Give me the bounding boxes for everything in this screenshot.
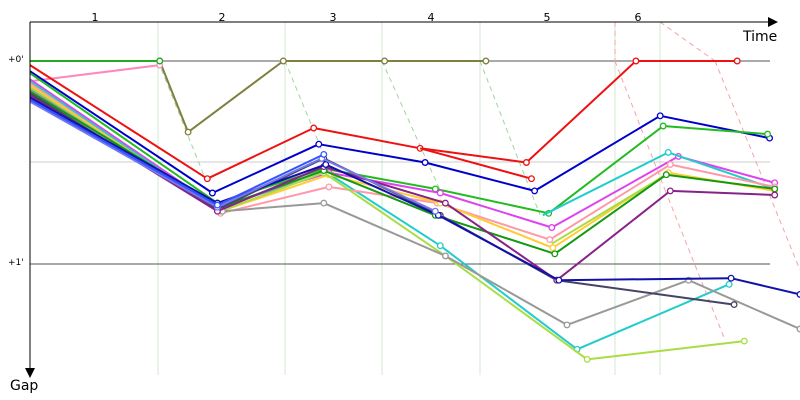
series-3-point-6[interactable] bbox=[733, 57, 741, 65]
series-5-point-4[interactable] bbox=[531, 187, 539, 195]
series-4-line bbox=[419, 147, 532, 180]
y-axis-title: Gap bbox=[10, 378, 38, 394]
series-4-point-1[interactable] bbox=[528, 175, 535, 183]
series-16-point-5[interactable] bbox=[730, 301, 738, 309]
series-5-point-2[interactable] bbox=[315, 140, 323, 148]
series-17-point-5[interactable] bbox=[666, 187, 674, 195]
series-6-point-5[interactable] bbox=[659, 122, 667, 130]
series-8 bbox=[29, 80, 733, 353]
lap-labels: 1 2 3 4 5 6 bbox=[92, 11, 642, 24]
series-0-point-2[interactable] bbox=[184, 128, 192, 136]
series-18-point-2[interactable] bbox=[322, 161, 330, 168]
lap-label-4: 4 bbox=[428, 11, 435, 24]
series-15-point-6[interactable] bbox=[771, 185, 779, 193]
series-11-line bbox=[29, 84, 775, 249]
pit-dash-red-3 bbox=[659, 21, 716, 62]
y-tick-0: +0' bbox=[8, 55, 24, 65]
series-20 bbox=[29, 98, 328, 209]
series-19-point-3[interactable] bbox=[431, 207, 439, 215]
lap-label-5: 5 bbox=[544, 11, 551, 24]
series-18-point-6[interactable] bbox=[796, 290, 800, 298]
series-18-point-4[interactable] bbox=[555, 276, 563, 284]
series-3 bbox=[29, 57, 741, 183]
series-7-line bbox=[29, 78, 775, 229]
series-17-point-6[interactable] bbox=[771, 191, 779, 199]
x-axis-title: Time bbox=[742, 29, 777, 45]
series-2-point-1[interactable] bbox=[156, 57, 164, 65]
x-axis-arrow bbox=[768, 17, 778, 27]
series-14-point-2[interactable] bbox=[320, 199, 328, 207]
series-12-line bbox=[29, 86, 745, 361]
series-15-point-5[interactable] bbox=[662, 171, 670, 179]
series-4 bbox=[419, 147, 535, 183]
series-3-point-4[interactable] bbox=[522, 159, 530, 166]
series-18-point-5[interactable] bbox=[727, 274, 735, 282]
series-0-point-5[interactable] bbox=[482, 57, 490, 65]
series-8-point-5[interactable] bbox=[725, 280, 733, 288]
series-20-point-2[interactable] bbox=[320, 150, 328, 158]
series-20-point-1[interactable] bbox=[213, 201, 221, 209]
series-10-point-2[interactable] bbox=[325, 183, 333, 191]
series-3-point-1[interactable] bbox=[203, 175, 211, 183]
series-5-point-1[interactable] bbox=[208, 189, 216, 197]
series-14-line bbox=[29, 88, 800, 330]
y-tick-labels: +0' +1' bbox=[8, 55, 24, 268]
series-12-point-5[interactable] bbox=[740, 337, 748, 345]
series-1-line bbox=[29, 64, 160, 83]
series-13 bbox=[551, 171, 670, 245]
lap-label-2: 2 bbox=[219, 11, 226, 24]
pit-dash-red-1 bbox=[614, 60, 666, 191]
series-10-point-5[interactable] bbox=[666, 161, 674, 168]
series-0-point-4[interactable] bbox=[381, 57, 389, 65]
lap-label-1: 1 bbox=[92, 11, 99, 24]
series-13-line bbox=[551, 173, 667, 245]
pit-dash-green-3 bbox=[479, 60, 541, 216]
lap-label-6: 6 bbox=[635, 11, 642, 24]
series-7-point-4[interactable] bbox=[548, 224, 556, 231]
series-2 bbox=[30, 57, 164, 65]
y-axis-arrow bbox=[25, 368, 35, 378]
pit-lines bbox=[157, 21, 800, 341]
series-9-point-1[interactable] bbox=[664, 148, 672, 156]
y-tick-1: +1' bbox=[8, 258, 24, 268]
series-group bbox=[29, 57, 800, 363]
series-8-point-3[interactable] bbox=[436, 242, 444, 250]
series-15-point-4[interactable] bbox=[551, 250, 559, 258]
series-12-point-4[interactable] bbox=[583, 355, 591, 363]
pit-dash-green-1 bbox=[284, 60, 331, 171]
series-17-point-3[interactable] bbox=[441, 199, 449, 207]
series-5-point-5[interactable] bbox=[656, 112, 664, 120]
series-6-point-6[interactable] bbox=[764, 130, 772, 138]
series-0-point-3[interactable] bbox=[279, 57, 287, 65]
series-5 bbox=[29, 70, 774, 197]
series-3-point-5[interactable] bbox=[632, 57, 640, 65]
pit-dash-green-2 bbox=[381, 60, 441, 191]
pit-dash-red-4 bbox=[714, 60, 800, 271]
series-8-line bbox=[29, 80, 730, 351]
series-19-line bbox=[29, 100, 436, 213]
series-3-point-2[interactable] bbox=[310, 124, 318, 132]
series-0 bbox=[30, 57, 490, 136]
series-14-point-4[interactable] bbox=[563, 321, 571, 329]
series-14-point-6[interactable] bbox=[796, 325, 800, 333]
series-7-point-3[interactable] bbox=[436, 189, 444, 197]
lap-label-3: 3 bbox=[330, 11, 337, 24]
series-14 bbox=[29, 88, 800, 333]
series-10-point-4[interactable] bbox=[546, 236, 554, 244]
axes: Time Gap bbox=[10, 17, 778, 394]
series-14-point-3[interactable] bbox=[441, 252, 449, 260]
pit-dash-red-2 bbox=[664, 189, 726, 341]
series-5-point-3[interactable] bbox=[421, 159, 429, 166]
pit-dash-green-0 bbox=[157, 60, 206, 179]
series-11-point-4[interactable] bbox=[549, 244, 557, 252]
